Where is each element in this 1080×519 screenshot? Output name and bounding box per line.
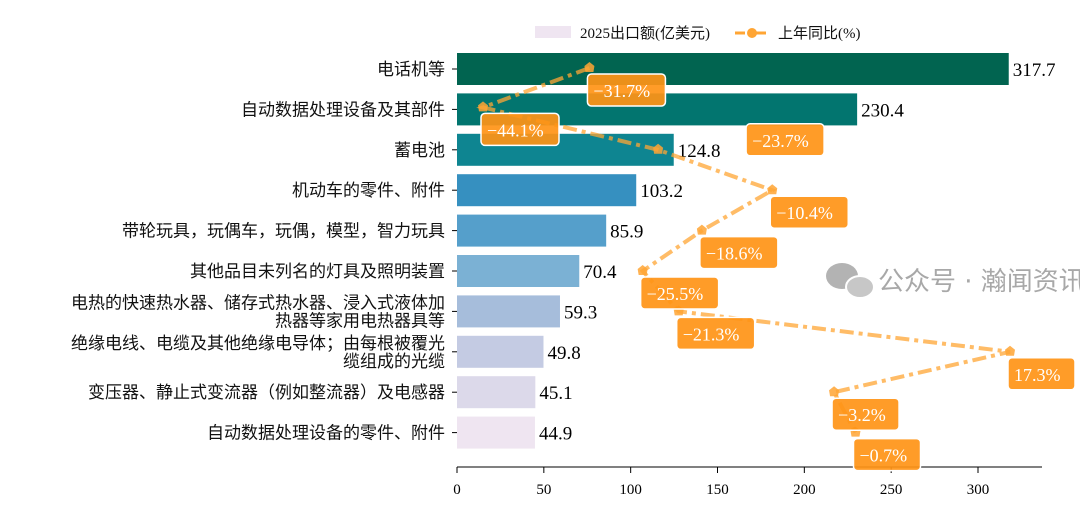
svg-text:−31.7%: −31.7%: [593, 81, 650, 101]
x-tick-label: 150: [706, 482, 729, 498]
svg-text:17.3%: 17.3%: [1014, 365, 1061, 385]
x-tick-label: 50: [536, 482, 551, 498]
yoy-marker: [829, 386, 840, 397]
category-label: 变压器、静止式变流器（例如整流器）及电感器: [88, 383, 445, 402]
category-label: 带轮玩具，玩偶车，玩偶，模型，智力玩具: [122, 222, 445, 241]
category-label: 自动数据处理设备的零件、附件: [207, 424, 445, 443]
value-label: 44.9: [539, 424, 572, 445]
category-label: 其他品目未列名的灯具及照明装置: [190, 262, 445, 281]
yoy-marker: [478, 101, 488, 112]
watermark-text: 公众号 · 瀚闻资讯: [878, 267, 1080, 297]
bar: [457, 416, 535, 449]
legend-bar-label: 2025出口额(亿美元): [580, 25, 710, 42]
yoy-label: −31.7%: [586, 73, 667, 107]
value-label: 124.8: [678, 141, 721, 162]
legend: 2025出口额(亿美元) 上年同比(%): [535, 25, 861, 42]
yoy-label: −10.4%: [769, 195, 849, 229]
svg-text:−3.2%: −3.2%: [838, 405, 886, 425]
yoy-line: [476, 66, 1011, 434]
svg-text:−10.4%: −10.4%: [776, 203, 833, 223]
yoy-marker: [1005, 345, 1015, 356]
category-label: 绝缘电线、电缆及其他绝缘电导体；由每根被覆光缆组成的光缆: [71, 334, 445, 371]
svg-text:−21.3%: −21.3%: [683, 324, 740, 344]
watermark: 公众号 · 瀚闻资讯: [826, 263, 1080, 299]
bar: [457, 214, 607, 247]
yoy-label: −21.3%: [675, 316, 756, 351]
yoy-label: −44.1%: [480, 112, 560, 147]
yoy-label: −23.7%: [745, 123, 825, 157]
legend-line-label: 上年同比(%): [778, 25, 861, 42]
category-label: 机动车的零件、附件: [292, 181, 445, 200]
wechat-icon: [826, 263, 875, 299]
svg-text:−25.5%: −25.5%: [647, 284, 704, 304]
bar: [457, 53, 1009, 85]
bar: [457, 295, 560, 328]
yoy-marker: [637, 265, 648, 275]
svg-text:−23.7%: −23.7%: [752, 131, 809, 151]
legend-line-marker: [747, 28, 757, 38]
yoy-marker: [653, 143, 664, 154]
yoy-label: −3.2%: [831, 397, 900, 431]
yoy-label: −18.6%: [699, 235, 779, 270]
bar: [457, 376, 536, 409]
bar: [457, 255, 580, 287]
category-label: 电话机等: [377, 60, 445, 79]
svg-text:−18.6%: −18.6%: [706, 244, 763, 264]
yoy-marker: [696, 224, 707, 235]
bar: [457, 174, 637, 207]
yoy-marker: [584, 62, 595, 72]
value-label: 49.8: [547, 343, 580, 364]
category-label: 自动数据处理设备及其部件: [241, 100, 445, 119]
x-tick-label: 100: [619, 482, 642, 498]
x-tick-label: 300: [967, 482, 990, 498]
x-tick-label: 200: [793, 482, 816, 498]
x-tick-label: 250: [880, 482, 903, 498]
svg-text:−44.1%: −44.1%: [487, 120, 544, 140]
yoy-label: −25.5%: [639, 276, 720, 310]
category-label: 蓄电池: [394, 141, 445, 160]
yoy-marker: [767, 184, 778, 195]
category-label: 电热的快速热水器、储存式热水器、浸入式液体加热器等家用电热器具等: [71, 293, 445, 330]
value-label: 103.2: [640, 181, 683, 202]
value-label: 59.3: [564, 302, 597, 323]
svg-text:−0.7%: −0.7%: [860, 446, 908, 466]
value-label: 230.4: [861, 100, 904, 121]
value-label: 70.4: [583, 262, 617, 283]
bar: [457, 335, 544, 368]
yoy-label: −0.7%: [852, 437, 922, 472]
x-tick-label: 0: [453, 482, 461, 498]
legend-bar-swatch: [535, 26, 571, 38]
value-label: 45.1: [539, 383, 572, 404]
yoy-label: 17.3%: [1007, 357, 1076, 391]
value-label: 85.9: [610, 222, 643, 243]
value-label: 317.7: [1013, 60, 1056, 81]
